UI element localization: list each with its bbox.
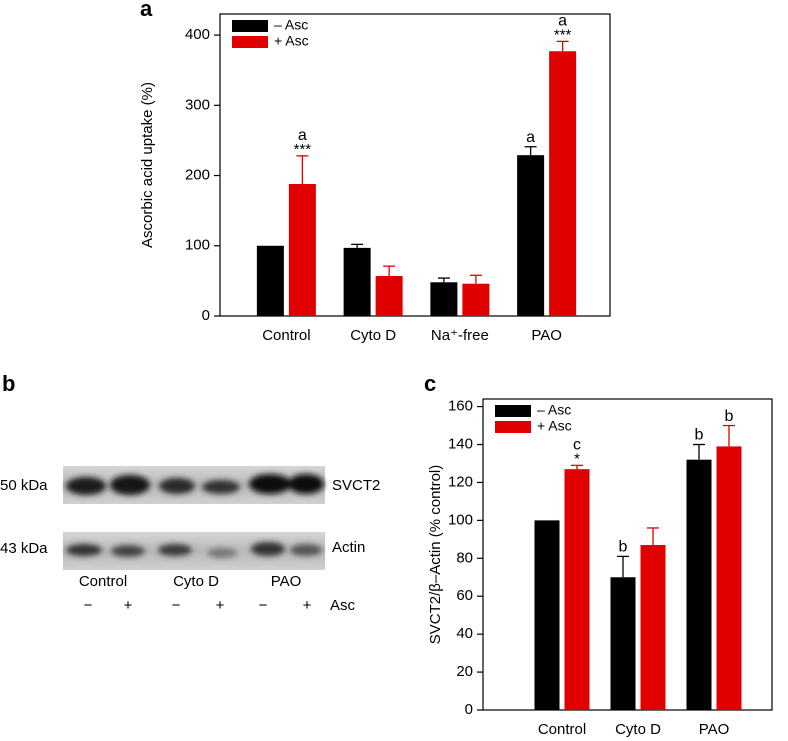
treatment-label: Asc <box>330 597 356 614</box>
bar <box>610 577 636 710</box>
x-tick-label: Control <box>538 721 586 738</box>
y-tick-label: 120 <box>448 473 473 490</box>
y-tick-label: 60 <box>456 587 473 604</box>
bar <box>640 545 666 710</box>
panel-label: b <box>2 371 15 396</box>
x-tick-label: Control <box>262 327 310 344</box>
y-tick-label: 80 <box>456 549 473 566</box>
legend-label: + Asc <box>274 33 309 49</box>
protein-label: SVCT2 <box>332 477 380 494</box>
bar <box>517 155 545 316</box>
x-tick-label: Cyto D <box>615 721 661 738</box>
significance-stars: * <box>574 450 580 467</box>
legend-swatch <box>495 421 531 433</box>
bar <box>564 469 590 710</box>
lane-label: − <box>84 597 93 614</box>
bar <box>288 183 316 316</box>
significance-letter: a <box>526 129 535 146</box>
legend-swatch <box>232 20 268 32</box>
protein-label: Actin <box>332 539 365 556</box>
marker-label: 43 kDa <box>0 540 48 557</box>
y-tick-label: 100 <box>448 511 473 528</box>
y-tick-label: 300 <box>185 96 210 113</box>
lane-label: − <box>172 597 181 614</box>
y-tick-label: 40 <box>456 625 473 642</box>
bar <box>343 247 371 316</box>
x-tick-label: Na⁺-free <box>431 327 489 344</box>
y-tick-label: 20 <box>456 663 473 680</box>
bar <box>462 283 490 316</box>
lane-label: + <box>216 597 225 614</box>
lane-label: + <box>124 597 133 614</box>
significance-letter: b <box>725 408 734 425</box>
y-axis-label: SVCT2/β–Actin (% control) <box>427 465 444 645</box>
western-blot <box>63 466 325 570</box>
significance-letter: c <box>573 437 581 454</box>
legend-swatch <box>232 36 268 48</box>
significance-letter: b <box>619 539 628 556</box>
lane-label: − <box>259 597 268 614</box>
significance-stars: *** <box>554 26 572 43</box>
bar <box>256 245 284 316</box>
lane-label: + <box>303 597 312 614</box>
y-tick-label: 400 <box>185 26 210 43</box>
legend-label: + Asc <box>537 418 572 434</box>
significance-letter: b <box>695 427 704 444</box>
panel-label: c <box>424 371 436 396</box>
x-tick-label: PAO <box>531 327 562 344</box>
bar <box>534 520 560 710</box>
significance-stars: *** <box>294 141 312 158</box>
bar <box>549 51 577 316</box>
y-tick-label: 200 <box>185 167 210 184</box>
bar <box>686 459 712 710</box>
y-tick-label: 100 <box>185 237 210 254</box>
x-tick-label: Cyto D <box>350 327 396 344</box>
legend-label: – Asc <box>274 17 308 33</box>
group-label: Cyto D <box>173 573 219 590</box>
y-tick-label: 160 <box>448 398 473 415</box>
group-label: Control <box>79 573 127 590</box>
y-tick-label: 140 <box>448 435 473 452</box>
blot-strip <box>63 532 325 570</box>
bands <box>66 474 324 558</box>
significance-letter: a <box>298 127 307 144</box>
x-tick-label: PAO <box>699 721 730 738</box>
y-tick-label: 0 <box>465 701 473 718</box>
group-label: PAO <box>271 573 302 590</box>
plot-frame <box>219 13 611 317</box>
y-axis-label: Ascorbic acid uptake (%) <box>139 82 156 248</box>
bar <box>430 282 458 316</box>
legend-swatch <box>495 405 531 417</box>
bar <box>716 446 742 710</box>
legend-label: – Asc <box>537 402 571 418</box>
y-tick-label: 0 <box>202 307 210 324</box>
significance-letter: a <box>558 13 567 30</box>
marker-label: 50 kDa <box>0 477 48 494</box>
bar <box>375 275 403 316</box>
panel-label: a <box>140 0 153 21</box>
